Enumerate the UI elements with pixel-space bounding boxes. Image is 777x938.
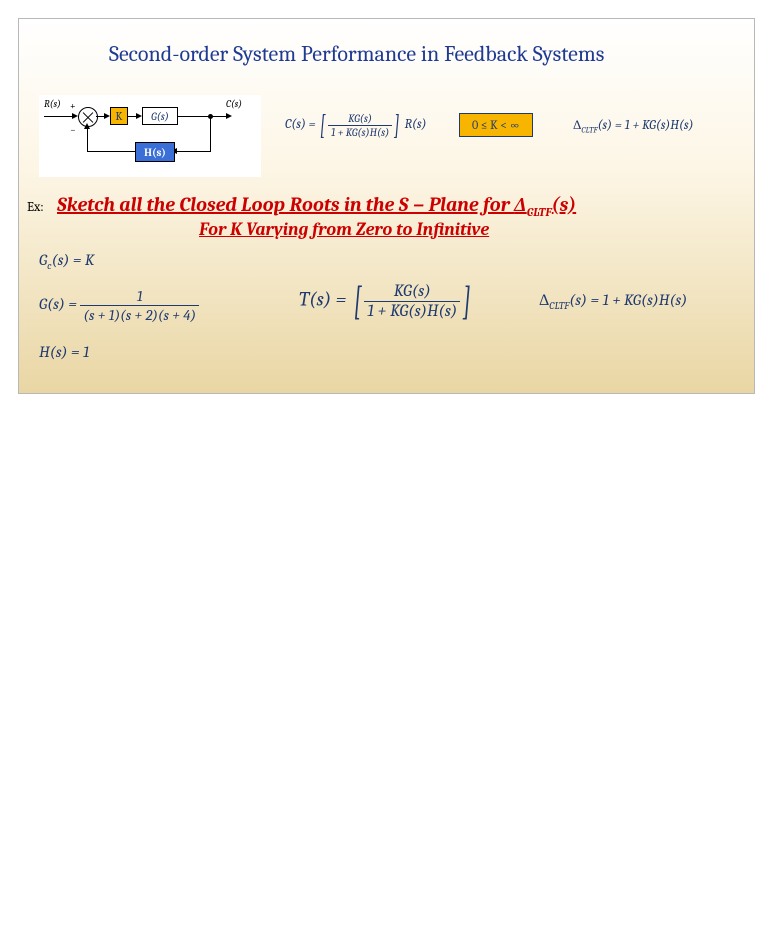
bd-wire [87,151,137,152]
rs: R(s) [405,117,427,132]
bd-wire [210,116,211,151]
bd-wire [44,116,74,117]
output-label: C(s) [226,98,242,110]
t-num: KG(s) [364,282,460,301]
g-den: (s + 1)(s + 2)(s + 4) [80,305,199,324]
ex1-delta: Δ [514,193,527,216]
k-range-box: 0 ≤ K < ∞ [459,113,533,137]
t-lhs: T(s) = [299,288,346,311]
closed-loop-output-eq: C(s) = [ KG(s) 1 + KG(s)H(s) ] R(s) [285,111,426,139]
slide: Second-order System Performance in Feedb… [18,18,755,394]
cs-lhs: C(s) = [285,117,316,132]
ex1-end: (s) [552,193,576,216]
summer-plus: + [70,100,76,112]
summer-minus: − [70,124,76,136]
arrow-right-icon [226,113,232,119]
k-range: 0 ≤ K < ∞ [472,118,520,132]
block-diagram: R(s) + − K G(s) C(s) [39,95,261,177]
g-eq: G(s) = 1 (s + 1)(s + 2)(s + 4) [39,287,199,324]
arrow-up-icon [84,123,90,129]
feedback-block: H(s) [135,142,175,162]
input-label: R(s) [44,98,61,110]
gain-block: K [110,107,128,125]
bd-wire [87,125,88,152]
delta-sub: CLTF [581,126,597,136]
page-title: Second-order System Performance in Feedb… [109,41,604,67]
gc-rhs: (s) = K [52,251,95,269]
example-label: Ex: [27,200,44,215]
gc-sym: G [39,251,47,269]
plant-label: G(s) [151,110,169,123]
delta-rhs: (s) = 1 + KG(s)H(s) [598,118,694,133]
d-delta: Δ [539,291,549,309]
t-eq: T(s) = [ KG(s) 1 + KG(s)H(s) ] [299,281,474,321]
h-eq: H(s) = 1 [39,343,89,361]
gain-label: K [116,110,123,123]
g-lhs: G(s) = [39,295,77,313]
example-line-1: Sketch all the Closed Loop Roots in the … [57,193,576,219]
example-line-2: For K Varying from Zero to Infinitive [199,219,489,240]
d-sub: CLTF [549,300,569,312]
g-num: 1 [80,287,199,305]
feedback-label: H(s) [144,146,166,159]
ex1-text: Sketch all the Closed Loop Roots in the … [57,193,514,216]
bd-wire [178,116,228,117]
cs-num: KG(s) [328,112,392,125]
d-rhs: (s) = 1 + KG(s)H(s) [569,291,687,309]
char-eq-row1: ΔCLTF(s) = 1 + KG(s)H(s) [573,117,693,136]
gc-eq: Gc(s) = K [39,251,94,272]
t-den: 1 + KG(s)H(s) [364,301,460,321]
cs-den: 1 + KG(s)H(s) [328,125,392,139]
bd-wire [175,151,211,152]
ex1-sub: CLTF [527,205,552,219]
plant-block: G(s) [142,107,178,125]
char-eq-lower: ΔCLTF(s) = 1 + KG(s)H(s) [539,291,687,312]
